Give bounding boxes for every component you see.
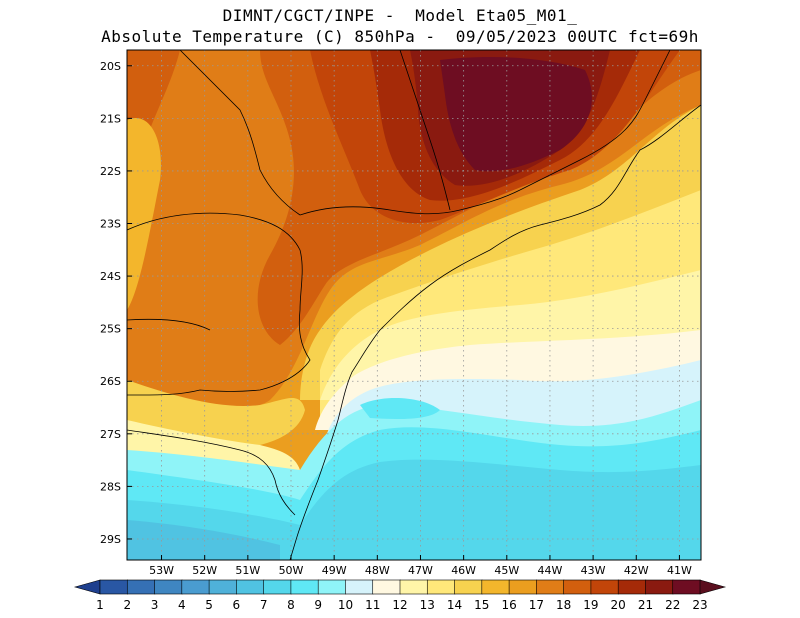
- colorbar-swatch: [372, 579, 401, 595]
- lon-tick-label: 42W: [624, 564, 649, 577]
- lat-tick-label: 21S: [100, 112, 121, 125]
- lat-tick-label: 24S: [100, 270, 121, 283]
- colorbar-label: 7: [260, 598, 268, 612]
- colorbar-swatch: [317, 579, 347, 595]
- lat-tick-label: 29S: [100, 533, 121, 546]
- colorbar-label: 20: [611, 598, 626, 612]
- colorbar-label: 17: [529, 598, 544, 612]
- state-border-sp-pr: [127, 212, 311, 396]
- lon-tick-label: 43W: [581, 564, 606, 577]
- state-border-sc-rs: [127, 429, 296, 516]
- state-border-ms-pr: [127, 318, 211, 331]
- colorbar-label: 5: [205, 598, 213, 612]
- colorbar-swatch: [454, 579, 483, 595]
- colorbar-label: 8: [287, 598, 295, 612]
- colorbar-swatch: [645, 579, 674, 595]
- colorbar-swatch: [236, 579, 265, 595]
- colorbar-label: 16: [501, 598, 516, 612]
- colorbar-swatch: [672, 579, 701, 595]
- colorbar-label: 3: [151, 598, 159, 612]
- state-border-mg-inner: [399, 50, 451, 211]
- state-border-mg-sp-e: [299, 189, 521, 216]
- map-frame: [126, 49, 702, 561]
- field-west-lobe: [127, 50, 180, 210]
- lon-tick-label: 44W: [538, 564, 563, 577]
- colorbar-min-arrow: [73, 579, 101, 595]
- colorbar-label: 2: [123, 598, 131, 612]
- lon-tick-label: 47W: [408, 564, 433, 577]
- colorbar-swatch: [426, 579, 456, 595]
- lat-tick-label: 23S: [100, 218, 121, 231]
- colorbar-label: 15: [474, 598, 489, 612]
- lon-tick-label: 51W: [235, 564, 260, 577]
- state-border-mg-sp-w: [179, 50, 301, 216]
- lat-tick-label: 27S: [100, 428, 121, 441]
- colorbar-label: 10: [338, 598, 353, 612]
- colorbar-label: 1: [96, 598, 104, 612]
- colorbar-swatch: [536, 579, 565, 595]
- colorbar-swatch: [154, 579, 183, 595]
- lon-tick-label: 48W: [365, 564, 390, 577]
- colorbar-swatch: [126, 579, 156, 595]
- colorbar-swatch: [481, 579, 510, 595]
- atlantic-coastline: [289, 104, 701, 560]
- lat-tick-label: 22S: [100, 165, 121, 178]
- colorbar-label: 13: [420, 598, 435, 612]
- field-ocean-patch: [360, 398, 440, 420]
- lon-tick-label: 41W: [667, 564, 692, 577]
- field-sw-yellow: [127, 380, 305, 447]
- colorbar: 1 2 3 4 5 6 7 8 9 10 11 12 13 14 15 16 17 18 19 20 21 22 23: [73, 579, 727, 612]
- field-band-23: [440, 57, 592, 172]
- lon-tick-label: 46W: [451, 564, 476, 577]
- colorbar-swatch: [399, 579, 428, 595]
- field-west-yellow: [127, 118, 161, 310]
- title-line-1: DIMNT/CGCT/INPE - Model Eta05_M01_: [222, 6, 578, 25]
- colorbar-label: 21: [638, 598, 653, 612]
- colorbar-label: 4: [178, 598, 186, 612]
- lat-tick-label: 28S: [100, 480, 121, 493]
- colorbar-label: 19: [583, 598, 598, 612]
- lon-tick-label: 49W: [322, 564, 347, 577]
- colorbar-swatch: [345, 579, 374, 595]
- lat-tick-label: 26S: [100, 375, 121, 388]
- coastlines-borders: [127, 50, 701, 560]
- colorbar-swatch: [617, 579, 647, 595]
- colorbar-max-arrow: [699, 579, 727, 595]
- colorbar-swatch: [208, 579, 238, 595]
- state-border-mg-rj: [519, 50, 671, 191]
- colorbar-label: 12: [392, 598, 407, 612]
- field-band-7: [127, 520, 280, 560]
- lon-tick-label: 45W: [494, 564, 519, 577]
- colorbar-swatch: [590, 579, 619, 595]
- colorbar-label: 22: [665, 598, 680, 612]
- colorbar-label: 23: [692, 598, 707, 612]
- colorbar-label: 9: [314, 598, 322, 612]
- temperature-field: [127, 50, 701, 560]
- colorbar-label: 6: [233, 598, 241, 612]
- colorbar-label: 14: [447, 598, 462, 612]
- colorbar-swatch: [290, 579, 319, 595]
- axis-labels: 53W 52W 51W 50W 49W 48W 47W 46W 45W 44W 43W 42W 41W 2…: [100, 60, 692, 577]
- colorbar-swatch: [99, 579, 128, 595]
- lon-tick-label: 53W: [149, 564, 174, 577]
- colorbar-swatch: [508, 579, 538, 595]
- field-sw-pale: [127, 420, 300, 470]
- lon-tick-label: 52W: [192, 564, 217, 577]
- colorbar-swatch: [181, 579, 210, 595]
- lon-tick-label: 50W: [279, 564, 304, 577]
- colorbar-label: 18: [556, 598, 571, 612]
- field-band-8: [127, 459, 701, 560]
- colorbar-label: 11: [365, 598, 380, 612]
- title-line-2: Absolute Temperature (C) 850hPa - 09/05/…: [101, 27, 699, 46]
- colorbar-swatch: [563, 579, 592, 595]
- graticule: [127, 50, 701, 560]
- colorbar-swatch: [263, 579, 292, 595]
- lat-tick-label: 20S: [100, 60, 121, 73]
- lat-tick-label: 25S: [100, 323, 121, 336]
